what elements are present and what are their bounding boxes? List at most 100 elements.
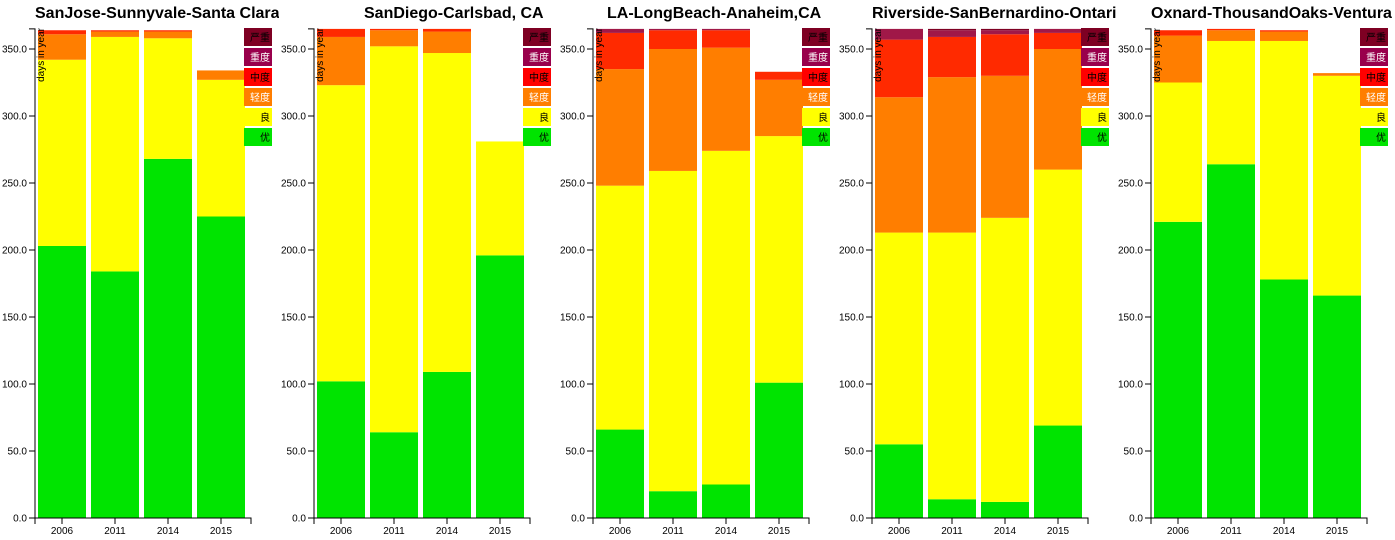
- y-tick: 0.0: [850, 514, 872, 525]
- x-tick: 2011: [1220, 518, 1242, 537]
- y-tick: 350.0: [1118, 45, 1151, 56]
- x-axis: 2006 2011 2014 2015: [34, 517, 252, 537]
- y-tick: 0.0: [571, 514, 593, 525]
- y-tick: 300.0: [560, 112, 593, 123]
- y-tick-label: 250.0: [281, 179, 306, 190]
- bar-2011-0: [928, 499, 976, 518]
- bar-2011-1: [370, 46, 418, 433]
- legend-label: 中度: [1087, 71, 1107, 84]
- y-tick-label: 150.0: [560, 313, 585, 324]
- bar-2006-4: [596, 28, 644, 33]
- bar-2014-3: [702, 30, 750, 48]
- bar-2006-2: [1154, 35, 1202, 83]
- x-tick-label: 2006: [330, 526, 353, 537]
- x-tick: 2014: [436, 518, 459, 537]
- y-axis: 0.0 50.0 100.0 150.0 200.0 250.0 300.0 350.0: [1118, 28, 1152, 525]
- y-axis-line: [587, 28, 594, 519]
- bar-2015-1: [476, 141, 524, 256]
- bar-2015-4: [1034, 28, 1082, 33]
- x-tick-label: 2015: [210, 526, 233, 537]
- legend-swatch: [244, 68, 272, 86]
- legend-swatch: [523, 128, 551, 146]
- bar-2011-3: [649, 30, 697, 49]
- y-tick-label: 0.0: [292, 514, 306, 525]
- y-tick-label: 300.0: [839, 112, 864, 123]
- bar-2015-2: [197, 70, 245, 80]
- legend-label: 严重: [808, 31, 828, 44]
- legend-label: 重度: [250, 51, 270, 64]
- y-tick-label: 250.0: [839, 179, 864, 190]
- y-tick-label: 50.0: [8, 447, 28, 458]
- x-tick: 2014: [157, 518, 180, 537]
- x-tick: 2006: [609, 518, 632, 537]
- bar-2014-3: [981, 34, 1029, 76]
- y-tick-label: 300.0: [2, 112, 27, 123]
- y-tick: 150.0: [1118, 313, 1151, 324]
- y-tick: 100.0: [839, 380, 872, 391]
- bar-2006-0: [596, 429, 644, 518]
- x-axis-line: [592, 517, 810, 524]
- legend-label: 重度: [1087, 51, 1107, 64]
- bar-2011-0: [1207, 164, 1255, 519]
- y-axis-line: [866, 28, 873, 519]
- bar-2011-1: [91, 36, 139, 272]
- x-tick-label: 2011: [662, 526, 684, 537]
- x-tick-label: 2014: [436, 526, 459, 537]
- bar-2011-2: [1207, 30, 1255, 41]
- y-tick-label: 150.0: [839, 313, 864, 324]
- bar-2006-3: [596, 32, 644, 70]
- y-tick-label: 250.0: [1118, 179, 1143, 190]
- y-tick-label: 50.0: [566, 447, 586, 458]
- bar-2014-0: [144, 158, 192, 518]
- y-tick-label: 350.0: [560, 45, 585, 56]
- y-tick: 300.0: [2, 112, 35, 123]
- y-tick: 250.0: [281, 179, 314, 190]
- x-tick: 2014: [994, 518, 1017, 537]
- legend-swatch: [1081, 68, 1109, 86]
- y-tick: 200.0: [2, 246, 35, 257]
- legend-swatch: [244, 88, 272, 106]
- x-tick: 2011: [662, 518, 684, 537]
- y-tick-label: 300.0: [281, 112, 306, 123]
- chart-svg-3: 0.0 50.0 100.0 150.0 200.0 250.0 300.0 350.0 day…: [839, 5, 1116, 537]
- bar-2011-4: [928, 30, 976, 37]
- x-axis: 2006 2011 2014 2015: [1150, 517, 1368, 537]
- bar-2006-0: [317, 381, 365, 518]
- legend-label: 中度: [1366, 71, 1386, 84]
- y-tick: 350.0: [839, 45, 872, 56]
- legend-swatch: [244, 28, 272, 46]
- y-tick: 50.0: [1124, 447, 1151, 458]
- bar-2014-0: [702, 484, 750, 518]
- legend-swatch: [1081, 128, 1109, 146]
- x-tick: 2015: [768, 518, 791, 537]
- bar-2011-2: [928, 77, 976, 233]
- y-tick-label: 200.0: [560, 246, 585, 257]
- legend-swatch: [1360, 88, 1388, 106]
- legend-label: 重度: [1366, 51, 1386, 64]
- x-axis-line: [34, 517, 252, 524]
- x-tick-label: 2014: [1273, 526, 1296, 537]
- bar-2015-3: [1034, 32, 1082, 49]
- chart-title: SanJose-Sunnyvale-Santa Clara: [35, 5, 279, 22]
- legend-label: 中度: [529, 71, 549, 84]
- bar-2006-1: [1154, 82, 1202, 222]
- legend-swatch: [1360, 28, 1388, 46]
- y-tick-label: 0.0: [850, 514, 864, 525]
- bar-2014-2: [423, 31, 471, 54]
- legend-label: 优: [1097, 131, 1107, 144]
- bar-2011-0: [649, 491, 697, 518]
- legend-swatch: [523, 108, 551, 126]
- chart-title: LA-LongBeach-Anaheim,CA: [607, 5, 822, 22]
- bar-2014-4: [702, 28, 750, 31]
- legend-label: 严重: [250, 31, 270, 44]
- legend-swatch: [802, 88, 830, 106]
- y-tick-label: 200.0: [2, 246, 27, 257]
- y-tick: 50.0: [845, 447, 872, 458]
- legend-swatch: [523, 88, 551, 106]
- y-tick-label: 350.0: [839, 45, 864, 56]
- y-tick-label: 350.0: [281, 45, 306, 56]
- bar-2014-2: [981, 75, 1029, 218]
